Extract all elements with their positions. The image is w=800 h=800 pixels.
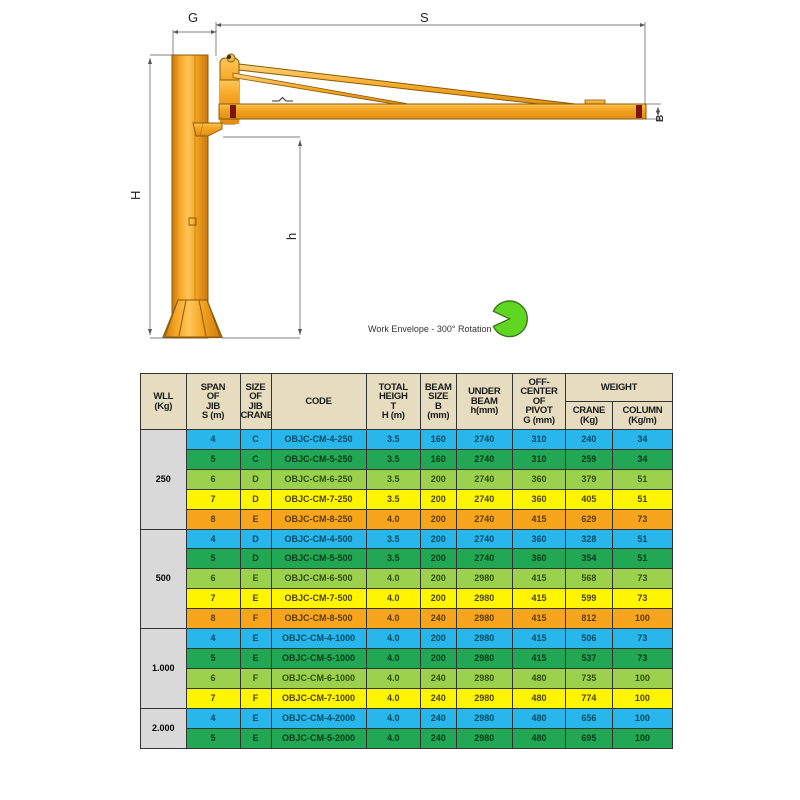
- svg-text:S: S: [420, 10, 429, 25]
- svg-text:H: H: [128, 191, 143, 200]
- svg-text:B: B: [655, 115, 666, 122]
- svg-text:Work Envelope - 300° Rotation: Work Envelope - 300° Rotation: [368, 324, 492, 334]
- svg-text:h: h: [284, 233, 299, 240]
- svg-text:G: G: [188, 10, 198, 25]
